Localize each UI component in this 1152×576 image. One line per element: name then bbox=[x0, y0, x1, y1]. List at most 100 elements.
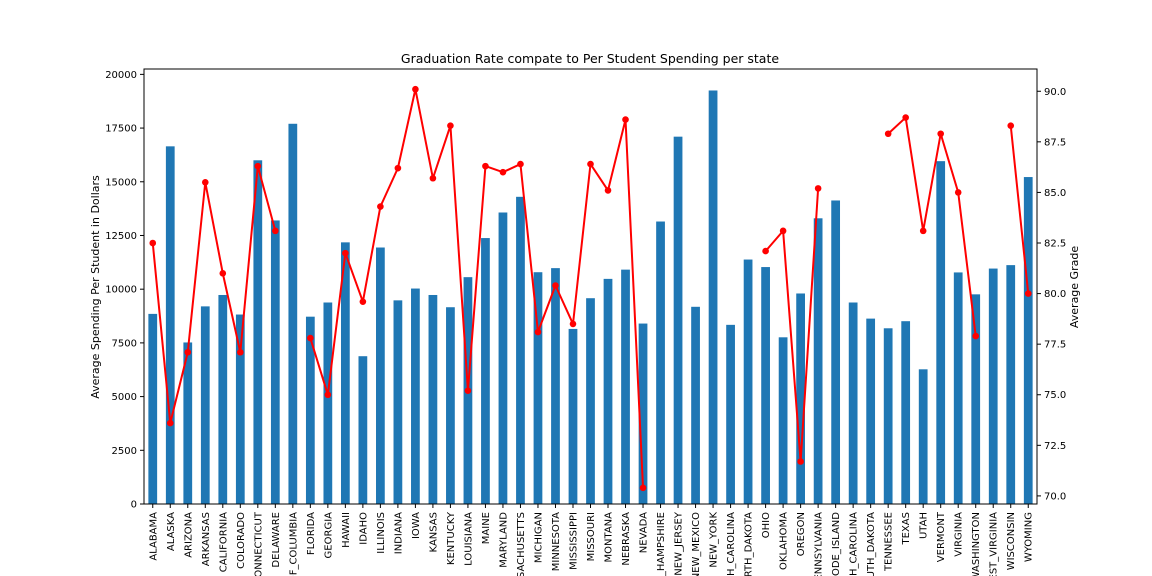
x-tick-label: DELAWARE bbox=[271, 512, 282, 568]
y-tick-label-left: 10000 bbox=[105, 285, 137, 296]
bar bbox=[586, 298, 595, 504]
y-axis-label-right: Average Grade bbox=[1068, 246, 1081, 328]
bar bbox=[235, 314, 245, 504]
line-point bbox=[377, 203, 384, 210]
y-tick-label-left: 12500 bbox=[105, 231, 137, 242]
y-tick-label-left: 5000 bbox=[112, 392, 137, 403]
line-point bbox=[482, 162, 489, 170]
bar bbox=[568, 328, 578, 504]
bar bbox=[638, 323, 648, 504]
bar bbox=[936, 161, 946, 504]
x-tick-label: SOUTH_DAKOTA bbox=[866, 512, 877, 576]
y-tick-label-right: 82.5 bbox=[1044, 239, 1066, 250]
bar bbox=[551, 268, 560, 504]
x-tick-label: SOUTH_CAROLINA bbox=[849, 512, 860, 576]
bar bbox=[708, 90, 718, 505]
y-tick-label-left: 0 bbox=[131, 500, 137, 511]
bar bbox=[691, 306, 700, 504]
bar bbox=[498, 212, 508, 505]
bar bbox=[1006, 265, 1016, 504]
line-point bbox=[254, 162, 262, 170]
y-tick-label-right: 70.0 bbox=[1044, 491, 1066, 502]
line-point bbox=[394, 164, 402, 172]
line-segment bbox=[151, 165, 277, 425]
line-segment bbox=[764, 188, 820, 463]
line-point bbox=[902, 114, 909, 121]
bar bbox=[305, 316, 315, 504]
x-tick-label: NEW_HAMPSHIRE bbox=[656, 512, 667, 576]
line-series bbox=[149, 85, 1032, 492]
line-point bbox=[184, 348, 192, 356]
bar bbox=[1023, 177, 1033, 504]
line-point bbox=[972, 332, 980, 340]
bar bbox=[218, 294, 228, 504]
bar bbox=[446, 307, 455, 504]
x-tick-label: KENTUCKY bbox=[446, 511, 457, 565]
x-tick-label: CALIFORNIA bbox=[218, 512, 229, 572]
x-tick-label: VIRGINIA bbox=[954, 512, 965, 557]
line-point bbox=[534, 328, 542, 336]
line-segment bbox=[1009, 125, 1030, 294]
bar bbox=[796, 293, 805, 504]
x-tick-label: OKLAHOMA bbox=[779, 512, 790, 570]
x-tick-label: TENNESSEE bbox=[884, 512, 895, 572]
y-tick-label-right: 87.5 bbox=[1044, 137, 1066, 148]
line-point bbox=[499, 168, 507, 176]
chart-title: Graduation Rate compate to Per Student S… bbox=[401, 51, 779, 66]
bar bbox=[428, 294, 438, 504]
bar bbox=[411, 288, 420, 504]
bar bbox=[848, 302, 858, 504]
x-tick-label: VERMONT bbox=[936, 511, 947, 562]
bar bbox=[883, 328, 893, 504]
bar bbox=[953, 272, 963, 504]
x-tick-label: ALABAMA bbox=[148, 512, 159, 561]
line-point bbox=[639, 484, 647, 492]
bar bbox=[165, 146, 175, 505]
line-point bbox=[919, 227, 927, 235]
line-point bbox=[237, 348, 244, 356]
bar bbox=[831, 200, 841, 504]
x-tick-label: WASHINGTON bbox=[971, 512, 982, 576]
bar bbox=[270, 220, 280, 504]
bar bbox=[866, 318, 876, 504]
bar bbox=[778, 337, 788, 504]
x-tick-label: MISSOURI bbox=[586, 512, 597, 561]
line-point bbox=[797, 458, 804, 465]
line-point bbox=[884, 130, 892, 138]
x-tick-label: DISTRICT_OF_COLUMBIA bbox=[288, 512, 299, 576]
x-tick-label: HAWAII bbox=[341, 512, 352, 548]
y-tick-label-right: 75.0 bbox=[1044, 390, 1066, 401]
line-point bbox=[342, 249, 349, 257]
line-segment bbox=[887, 116, 977, 337]
line-point bbox=[1007, 122, 1015, 129]
bar bbox=[516, 196, 525, 504]
x-tick-label: ARKANSAS bbox=[201, 512, 212, 566]
x-tick-label: RHODE_ISLAND bbox=[831, 512, 842, 576]
line-point bbox=[166, 419, 174, 427]
bar bbox=[621, 269, 630, 504]
x-tick-label: GEORGIA bbox=[323, 512, 334, 559]
bar bbox=[761, 267, 770, 504]
x-tick-label: FLORIDA bbox=[306, 512, 317, 555]
line-segment bbox=[309, 88, 645, 488]
bar bbox=[183, 342, 193, 504]
x-tick-label: NEBRASKA bbox=[621, 512, 632, 566]
x-tick-label: COLORADO bbox=[236, 512, 247, 569]
line-point bbox=[517, 160, 524, 168]
bar bbox=[971, 294, 981, 504]
bar bbox=[726, 324, 735, 504]
line-point bbox=[412, 85, 419, 93]
bar bbox=[376, 247, 385, 504]
x-tick-label: OREGON bbox=[796, 512, 807, 556]
bar bbox=[323, 302, 333, 504]
axes: 0 2500 5000 7500 10000 12500 15000 17500 20000 70… bbox=[105, 68, 1066, 576]
bar bbox=[288, 123, 298, 505]
x-tick-label: NEW_JERSEY bbox=[674, 511, 685, 576]
bar bbox=[813, 218, 823, 504]
x-tick-label: IOWA bbox=[411, 512, 422, 539]
line-point bbox=[219, 270, 227, 277]
bar bbox=[340, 242, 350, 504]
y-tick-label-right: 72.5 bbox=[1044, 441, 1066, 452]
x-tick-label: MONTANA bbox=[604, 512, 615, 563]
